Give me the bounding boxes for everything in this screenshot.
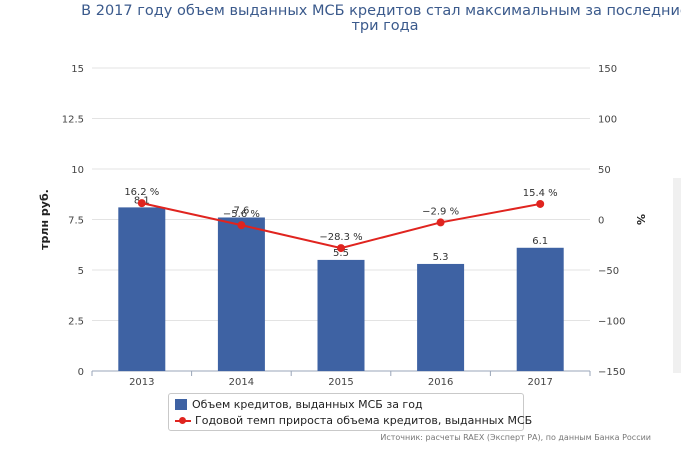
y-right-tick-label: 100 [598,115,617,126]
legend-item-line[interactable]: Годовой темп прироста объема кредитов, в… [175,412,532,428]
line-point-2016 [436,218,445,227]
y-axis-right-label: % [634,214,647,225]
line-point-2017 [536,199,545,208]
line-value-label: 16.2 % [124,187,159,198]
y-right-tick-label: 0 [598,216,604,227]
bar-data-labels: 8.17.65.55.36.1 [134,195,548,263]
legend-item-bars[interactable]: Объем кредитов, выданных МСБ за год [175,396,423,412]
line-point-2013 [137,199,146,208]
y-right-tick-label: −50 [598,266,619,277]
y-axis-left-label: трлн руб. [38,189,51,250]
bar-value-label: 6.1 [532,236,548,247]
grid-lines [92,67,590,372]
legend-line-swatch [175,415,191,426]
legend-bar-swatch [175,398,187,410]
right-axis-ticks: −150 −100 −50 0 50 100 150 [598,64,625,378]
x-tick-label: 2014 [229,377,254,388]
y-left-tick-label: 5 [78,266,84,277]
x-tick-label: 2015 [328,377,353,388]
bar-2016 [417,263,465,371]
y-right-tick-label: 50 [598,165,611,176]
legend-bar-label: Объем кредитов, выданных МСБ за год [192,397,423,411]
line-value-label: −28.3 % [319,232,362,243]
scroll-strip [673,178,681,373]
line-point-2015 [337,244,345,253]
y-left-tick-label: 12.5 [62,115,84,126]
line-value-label: −5.6 % [223,209,260,220]
bar-2017 [516,247,564,371]
line-point-2014 [237,221,246,230]
legend-line-label: Годовой темп прироста объема кредитов, в… [195,413,533,427]
x-tick-label: 2016 [428,377,453,388]
legend: Объем кредитов, выданных МСБ за год Годо… [168,393,532,431]
x-tick-label: 2013 [129,377,154,388]
line-value-label: 15.4 % [523,188,558,199]
y-left-tick-label: 0 [78,367,84,378]
chart-title: В 2017 году объем выданных МСБ кредитов … [81,3,681,34]
bar-2013 [118,207,166,371]
bar-series [118,207,564,371]
y-right-tick-label: −100 [598,317,625,328]
line-series [137,199,545,253]
y-left-tick-label: 15 [71,64,84,75]
x-tick-label: 2017 [527,377,552,388]
bar-value-label: 7.6 [233,205,249,216]
bar-2014 [217,217,265,371]
y-right-tick-label: 150 [598,64,617,75]
y-left-tick-label: 2.5 [68,317,84,328]
source-note: Источник: расчеты RAEX (Эксперт РА), по … [380,433,651,442]
y-left-tick-label: 7.5 [68,216,84,227]
bar-value-label: 5.3 [433,252,449,263]
left-axis-ticks: 0 2.5 5 7.5 10 12.5 15 [62,64,84,378]
line-data-labels: 16.2 % −5.6 % −28.3 % −2.9 % 15.4 % [124,187,557,243]
y-left-tick-label: 10 [71,165,84,176]
line-value-label: −2.9 % [422,206,459,217]
bar-2015 [317,259,365,371]
x-axis-ticks: 2013 2014 2015 2016 2017 [91,371,591,388]
bar-value-label: 5.5 [333,248,349,259]
y-right-tick-label: −150 [598,367,625,378]
